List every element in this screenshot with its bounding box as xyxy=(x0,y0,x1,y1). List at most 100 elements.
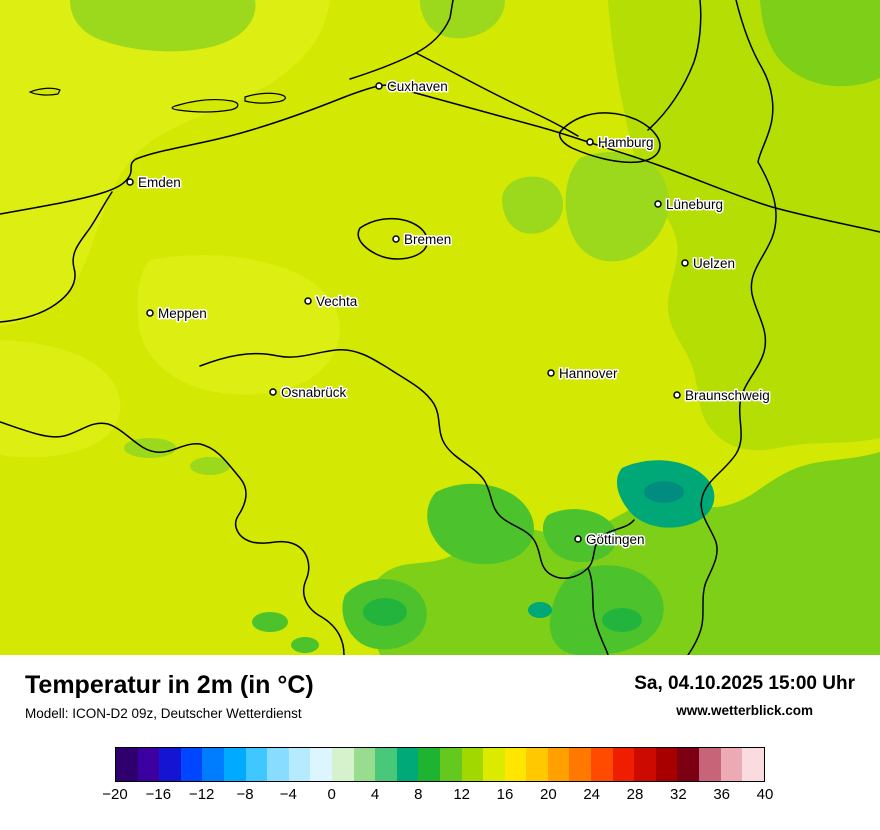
colorbar-segment xyxy=(699,748,721,781)
colorbar-segment xyxy=(655,748,678,781)
city-marker-bremen: Bremen xyxy=(392,231,453,249)
city-label: Uelzen xyxy=(693,256,735,271)
city-label: Hannover xyxy=(559,366,618,381)
city-label: Hamburg xyxy=(598,135,654,150)
model-info: Modell: ICON-D2 09z, Deutscher Wetterdie… xyxy=(25,706,302,721)
city-marker-emden: Emden xyxy=(126,174,182,192)
colorbar-segment xyxy=(375,748,397,781)
colorbar-segment xyxy=(202,748,224,781)
island xyxy=(171,99,239,113)
footer-left: Temperatur in 2m (in °C) Modell: ICON-D2… xyxy=(25,671,314,721)
colorbar-tick-label: 0 xyxy=(327,786,336,803)
temperature-colorbar: −20 −16 −12 −8 −4 0 4 8 12 16 20 24 28 32 36 40 xyxy=(102,747,773,808)
city-marker-hannover: Hannover xyxy=(547,365,620,383)
colorbar-segment xyxy=(267,748,289,781)
colorbar-segment xyxy=(526,748,548,781)
city-dot xyxy=(304,297,312,305)
colorbar-tick-label: 32 xyxy=(669,786,687,803)
city-dot xyxy=(375,82,383,90)
city-marker-meppen: Meppen xyxy=(146,305,208,323)
temp-region xyxy=(542,509,617,563)
website-url: www.wetterblick.com xyxy=(676,703,814,718)
city-dot xyxy=(547,369,555,377)
colorbar-tick-label: −16 xyxy=(145,786,172,803)
temp-region xyxy=(365,452,880,655)
colorbar-segment xyxy=(331,748,354,781)
colorbar-tick-label: 4 xyxy=(370,786,380,803)
colorbar-tick-label: −12 xyxy=(188,786,215,803)
colorbar-segment xyxy=(310,748,332,781)
colorbar-tick-label: 24 xyxy=(583,786,600,803)
colorbar-segment xyxy=(396,748,419,781)
city-dot xyxy=(146,309,154,317)
temperature-field xyxy=(0,0,880,655)
temp-region xyxy=(190,457,230,475)
colorbar-segment xyxy=(418,748,440,781)
city-label: Göttingen xyxy=(586,532,645,547)
city-dot xyxy=(126,178,134,186)
state-border xyxy=(687,0,777,655)
city-marker-hamburg: Hamburg xyxy=(586,134,655,152)
city-dot xyxy=(681,259,689,267)
colorbar-segment xyxy=(288,748,311,781)
colorbar-segment xyxy=(116,748,138,781)
temp-region xyxy=(363,598,407,626)
city-marker-cuxhaven: Cuxhaven xyxy=(375,78,449,96)
state-border xyxy=(0,421,345,655)
temp-region xyxy=(137,255,340,395)
colorbar-segment xyxy=(720,748,743,781)
colorbar-segment xyxy=(159,748,181,781)
city-marker-osnabruck: Osnabrück xyxy=(269,384,348,402)
city-label: Osnabrück xyxy=(281,385,347,400)
city-label: Cuxhaven xyxy=(387,79,448,94)
temp-region xyxy=(608,0,880,451)
island xyxy=(244,92,286,104)
colorbar-segment xyxy=(223,748,246,781)
colorbar-tick-label: 8 xyxy=(414,786,423,803)
colorbar-ticks: −20 −16 −12 −8 −4 0 4 8 12 16 20 24 28 32 36 40 xyxy=(102,786,773,808)
temp-region xyxy=(252,612,288,632)
colorbar-segment xyxy=(483,748,505,781)
colorbar-segment xyxy=(634,748,656,781)
colorbar-tick-label: 28 xyxy=(626,786,644,803)
page-title: Temperatur in 2m (in °C) xyxy=(25,671,314,699)
temp-region xyxy=(528,602,552,618)
colorbar-tick-label: −20 xyxy=(102,786,128,803)
city-label: Meppen xyxy=(158,306,207,321)
city-dot xyxy=(574,535,582,543)
footer-text-row: Temperatur in 2m (in °C) Modell: ICON-D2… xyxy=(25,671,855,721)
temp-region xyxy=(502,176,564,234)
temp-region xyxy=(124,438,176,458)
colorbar-segments xyxy=(115,747,765,782)
city-marker-uelzen: Uelzen xyxy=(681,255,737,273)
city-marker-vechta: Vechta xyxy=(304,293,359,311)
colorbar-tick-label: −8 xyxy=(236,786,254,803)
city-dot xyxy=(392,235,400,243)
map-footer: Temperatur in 2m (in °C) Modell: ICON-D2… xyxy=(0,655,880,808)
colorbar-segment xyxy=(591,748,613,781)
temp-region xyxy=(427,483,534,565)
coastline xyxy=(0,84,880,233)
temp-region xyxy=(70,0,256,52)
city-marker-luneburg: Lüneburg xyxy=(654,196,725,214)
state-border xyxy=(587,567,609,655)
city-label: Lüneburg xyxy=(666,197,723,212)
city-label: Vechta xyxy=(316,294,358,309)
hamburg-state-border xyxy=(558,112,661,164)
colorbar-tick-label: 12 xyxy=(453,786,470,803)
city-dot xyxy=(269,388,277,396)
temp-region xyxy=(760,0,880,87)
city-dot xyxy=(673,391,681,399)
temp-region-harz-core xyxy=(644,481,684,503)
temp-region xyxy=(602,608,642,632)
colorbar-segment xyxy=(742,748,764,781)
temp-region xyxy=(291,637,319,653)
colorbar-tick-label: 16 xyxy=(496,786,514,803)
colorbar-segment xyxy=(504,748,527,781)
map-svg: Cuxhaven Hamburg Emden Lüneburg Bremen xyxy=(0,0,880,655)
colorbar-segment xyxy=(677,748,700,781)
colorbar-segment xyxy=(180,748,203,781)
colorbar-segment xyxy=(245,748,268,781)
city-markers: Cuxhaven Hamburg Emden Lüneburg Bremen xyxy=(126,78,771,549)
